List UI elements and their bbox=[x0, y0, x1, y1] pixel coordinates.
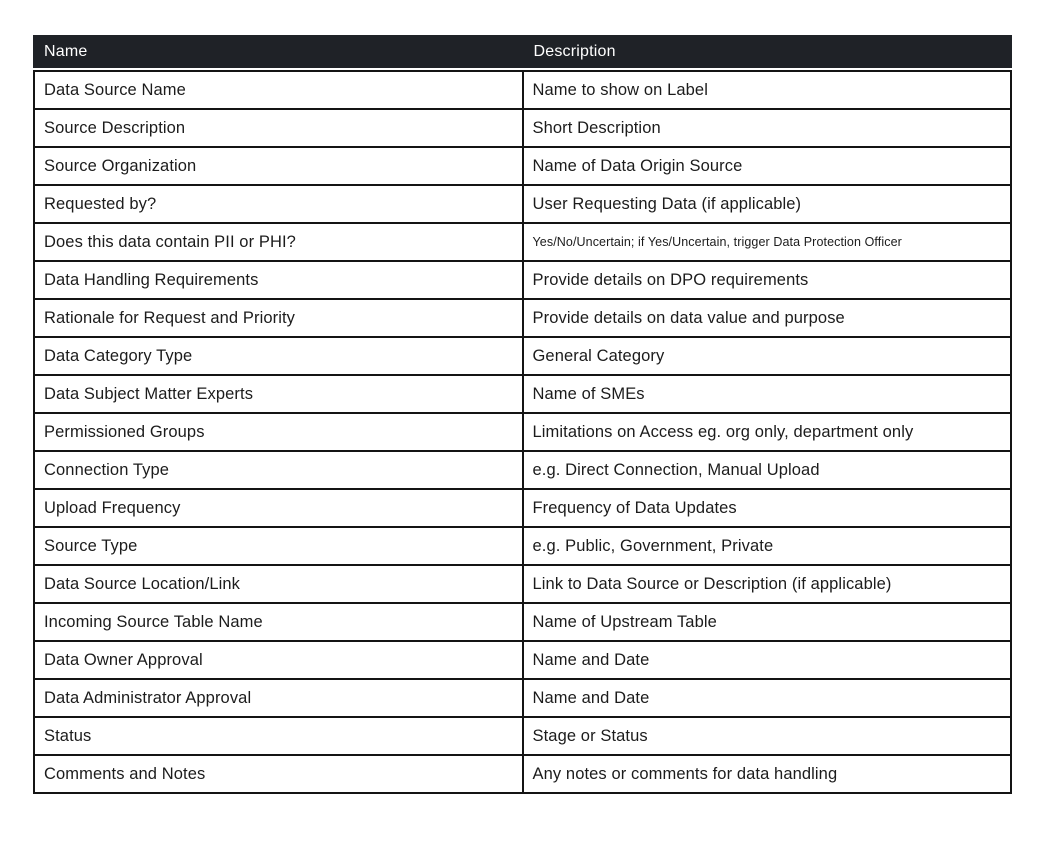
table-row: Source Description Short Description bbox=[33, 108, 1012, 148]
cell-name: Data Source Name bbox=[33, 70, 524, 110]
table-row: Requested by? User Requesting Data (if ap… bbox=[33, 184, 1012, 224]
table-row: Source Organization Name of Data Origin S… bbox=[33, 146, 1012, 186]
cell-name: Rationale for Request and Priority bbox=[33, 298, 524, 338]
cell-name: Data Source Location/Link bbox=[33, 564, 524, 604]
table-row: Does this data contain PII or PHI? Yes/No… bbox=[33, 222, 1012, 262]
cell-name: Data Owner Approval bbox=[33, 640, 524, 680]
cell-name: Upload Frequency bbox=[33, 488, 524, 528]
table-row: Rationale for Request and Priority Provid… bbox=[33, 298, 1012, 338]
cell-description: User Requesting Data (if applicable) bbox=[521, 184, 1012, 224]
cell-description: Name of Upstream Table bbox=[521, 602, 1012, 642]
cell-name: Data Category Type bbox=[33, 336, 524, 376]
cell-description: Frequency of Data Updates bbox=[521, 488, 1012, 528]
cell-description: Short Description bbox=[521, 108, 1012, 148]
table-body: Data Source Name Name to show on Label Sou… bbox=[33, 70, 1012, 794]
cell-description: Link to Data Source or Description (if a… bbox=[521, 564, 1012, 604]
cell-name: Permissioned Groups bbox=[33, 412, 524, 452]
table-row: Data Owner Approval Name and Date bbox=[33, 640, 1012, 680]
table-row: Incoming Source Table Name Name of Upstre… bbox=[33, 602, 1012, 642]
cell-name: Data Administrator Approval bbox=[33, 678, 524, 718]
cell-name: Source Type bbox=[33, 526, 524, 566]
cell-name: Source Organization bbox=[33, 146, 524, 186]
table-rows: Data Source Name Name to show on Label Sou… bbox=[33, 70, 1012, 794]
table-row: Source Type e.g. Public, Government, Priv… bbox=[33, 526, 1012, 566]
table-row: Data Source Name Name to show on Label bbox=[33, 70, 1012, 110]
cell-name: Comments and Notes bbox=[33, 754, 524, 794]
cell-name: Incoming Source Table Name bbox=[33, 602, 524, 642]
cell-description: Name of SMEs bbox=[521, 374, 1012, 414]
cell-name: Data Subject Matter Experts bbox=[33, 374, 524, 414]
table-row: Data Category Type General Category bbox=[33, 336, 1012, 376]
table-row: Upload Frequency Frequency of Data Update… bbox=[33, 488, 1012, 528]
cell-name: Connection Type bbox=[33, 450, 524, 490]
cell-name: Requested by? bbox=[33, 184, 524, 224]
cell-name: Status bbox=[33, 716, 524, 756]
cell-name: Source Description bbox=[33, 108, 524, 148]
cell-description: Yes/No/Uncertain; if Yes/Uncertain, trig… bbox=[521, 222, 1012, 262]
table-row: Data Source Location/Link Link to Data So… bbox=[33, 564, 1012, 604]
column-header-name: Name bbox=[44, 42, 88, 60]
data-dictionary-table: Name Description Data Source Name Name to… bbox=[33, 35, 1012, 794]
table-row: Connection Type e.g. Direct Connection, M… bbox=[33, 450, 1012, 490]
cell-description: Any notes or comments for data handling bbox=[521, 754, 1012, 794]
table-row: Data Administrator Approval Name and Date bbox=[33, 678, 1012, 718]
table-row: Status Stage or Status bbox=[33, 716, 1012, 756]
cell-name: Does this data contain PII or PHI? bbox=[33, 222, 524, 262]
table-header: Name Description bbox=[33, 35, 1012, 68]
table-row: Data Subject Matter Experts Name of SMEs bbox=[33, 374, 1012, 414]
cell-description: Name to show on Label bbox=[521, 70, 1012, 110]
cell-description: Limitations on Access eg. org only, depa… bbox=[521, 412, 1012, 452]
cell-description: Provide details on DPO requirements bbox=[521, 260, 1012, 300]
cell-description: Name and Date bbox=[521, 678, 1012, 718]
column-header-description: Description bbox=[533, 42, 616, 60]
table-row: Permissioned Groups Limitations on Access… bbox=[33, 412, 1012, 452]
cell-description: e.g. Public, Government, Private bbox=[521, 526, 1012, 566]
table-row: Data Handling Requirements Provide detail… bbox=[33, 260, 1012, 300]
cell-description: e.g. Direct Connection, Manual Upload bbox=[521, 450, 1012, 490]
cell-description: Stage or Status bbox=[521, 716, 1012, 756]
cell-description: Provide details on data value and purpos… bbox=[521, 298, 1012, 338]
table-row: Comments and Notes Any notes or comments … bbox=[33, 754, 1012, 794]
cell-name: Data Handling Requirements bbox=[33, 260, 524, 300]
cell-description: Name and Date bbox=[521, 640, 1012, 680]
cell-description: Name of Data Origin Source bbox=[521, 146, 1012, 186]
cell-description: General Category bbox=[521, 336, 1012, 376]
